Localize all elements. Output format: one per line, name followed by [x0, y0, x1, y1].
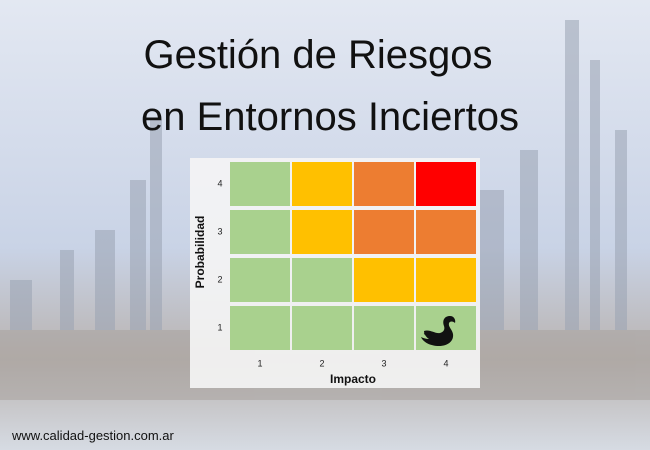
matrix-cell — [230, 306, 290, 350]
matrix-cell — [292, 210, 352, 254]
matrix-cell — [230, 258, 290, 302]
title-line: en Entornos Inciertos — [141, 95, 519, 139]
black-swan-icon — [421, 316, 456, 346]
matrix-cell — [292, 306, 352, 350]
risk-matrix: 4 3 2 1 1 2 3 4 — [217, 162, 476, 368]
matrix-cell — [416, 258, 476, 302]
y-tick-label: 3 — [217, 226, 222, 236]
y-tick-label: 1 — [217, 322, 222, 332]
footer-url: www.calidad-gestion.com.ar — [11, 428, 175, 443]
matrix-cell — [354, 258, 414, 302]
matrix-cell — [354, 306, 414, 350]
x-tick-label: 4 — [443, 358, 448, 368]
matrix-cell — [292, 162, 352, 206]
matrix-cell — [354, 162, 414, 206]
y-axis-label: Probabilidad — [193, 216, 207, 289]
matrix-cell — [416, 162, 476, 206]
matrix-cell — [292, 258, 352, 302]
y-tick-label: 4 — [217, 178, 222, 188]
title-line: Gestión de Riesgos — [143, 33, 492, 77]
matrix-cell — [230, 210, 290, 254]
y-tick-label: 2 — [217, 274, 222, 284]
x-tick-label: 3 — [381, 358, 386, 368]
x-tick-label: 2 — [319, 358, 324, 368]
x-tick-label: 1 — [257, 358, 262, 368]
matrix-cell — [416, 210, 476, 254]
x-axis-label: Impacto — [330, 372, 376, 386]
matrix-cell — [354, 210, 414, 254]
matrix-cell — [230, 162, 290, 206]
